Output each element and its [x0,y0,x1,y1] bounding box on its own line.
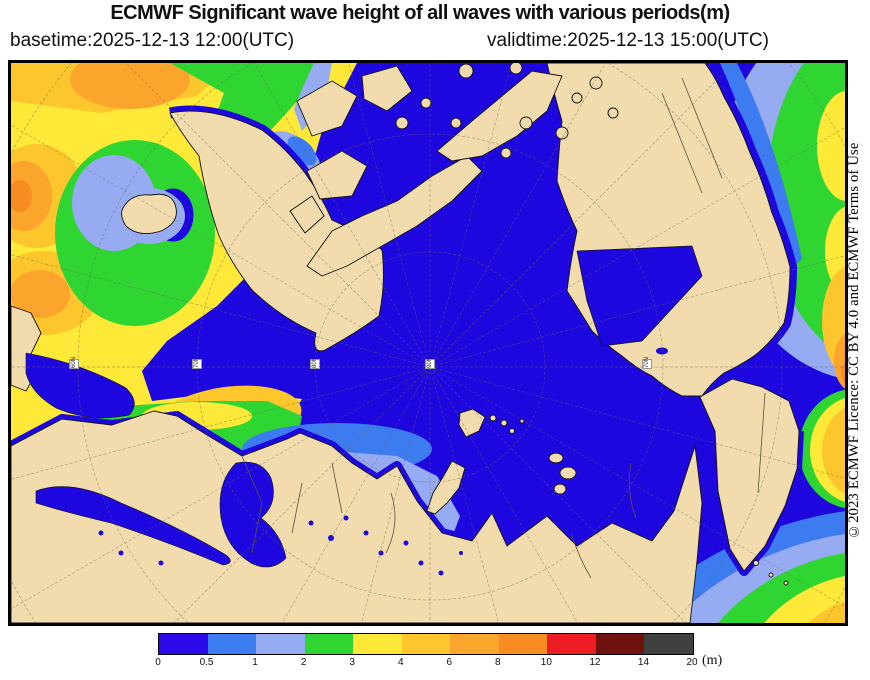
legend-segment-8-10 [498,634,548,654]
legend-color-bar [158,633,694,655]
legend-tick: 1 [252,657,258,668]
legend-segment-12-14 [595,634,645,654]
legend-tick: 6 [446,657,453,668]
legend-tick: 14 [637,657,650,668]
legend-tick: 10 [540,657,552,668]
latitude-label: 90N [425,356,435,369]
legend: (m) 0 0.5 1 2 3 4 6 8 10 12 14 20 [155,633,722,675]
legend-segment-14-20 [644,634,694,654]
copyright-text: ©2023 ECMWF Licence: CC BY 4.0 and ECMWF… [846,142,862,540]
legend-segment-3-4 [353,634,402,654]
page-title: ECMWF Significant wave height of all wav… [110,2,730,24]
latitude-label: 70N [192,356,202,369]
legend-tick: 3 [349,657,355,668]
legend-unit-label: (m) [702,653,723,668]
legend-tick: 0 [155,657,161,668]
copyright-strip: ©2023 ECMWF Licence: CC BY 4.0 and ECMWF… [846,60,870,622]
legend-tick: 0.5 [199,657,214,668]
latitude-label: 70N [642,356,652,369]
validtime-label: validtime:2025-12-13 15:00(UTC) [487,30,769,51]
legend-segment-1-2 [256,634,305,654]
map-image [11,63,845,623]
land-details [98,77,766,579]
wave-height-map: 60N 70N 80N 90N 70N [8,60,848,626]
latitude-label: 80N [310,356,320,369]
legend-segment-6-8 [450,634,499,654]
legend-segment-0.5-1 [207,634,257,654]
legend-tick: 20 [686,657,698,668]
legend-segment-2-3 [304,634,354,654]
time-line: basetime:2025-12-13 12:00(UTC) validtime… [0,30,870,56]
latitude-label: 60N [69,356,79,369]
legend-segment-0-0.5 [159,634,208,654]
legend-tick: 12 [589,657,601,668]
legend-tick: 2 [300,657,307,668]
legend-segment-10-12 [547,634,596,654]
legend-tick: 8 [495,657,501,668]
basetime-label: basetime:2025-12-13 12:00(UTC) [10,30,295,51]
legend-tick: 4 [397,657,404,668]
legend-segment-4-6 [401,634,451,654]
